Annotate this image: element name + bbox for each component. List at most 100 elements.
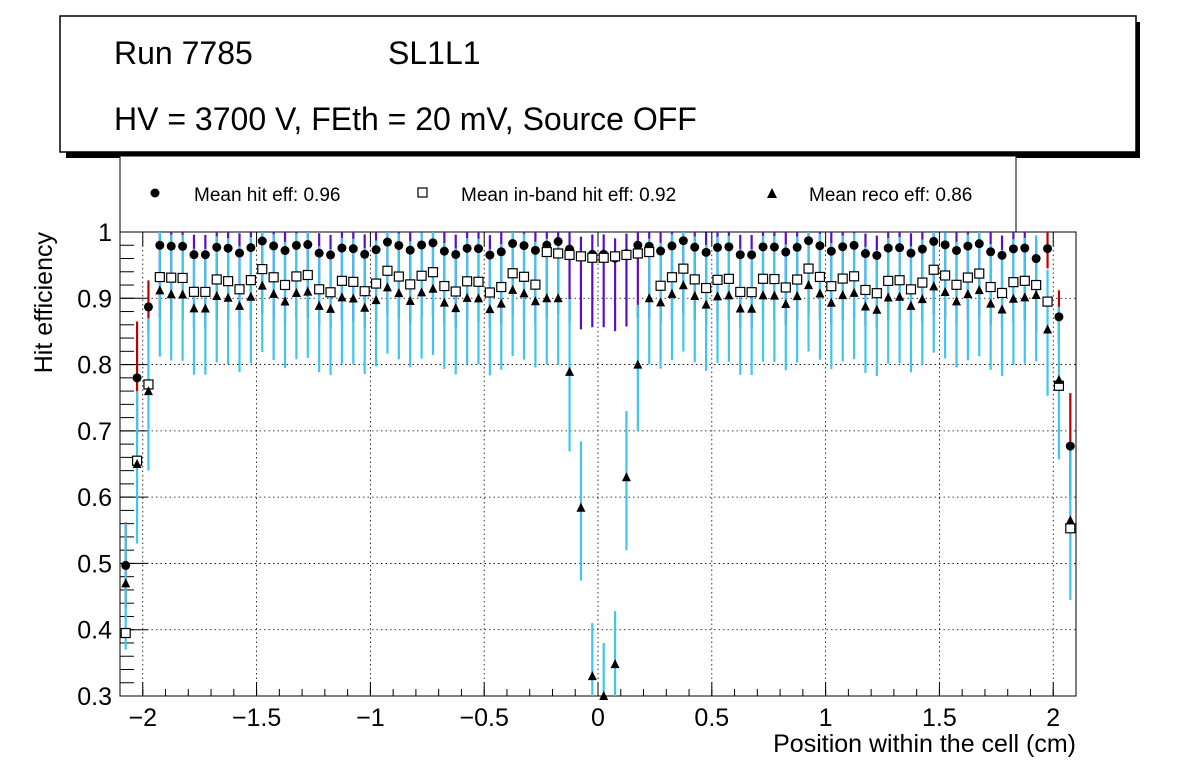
reco-eff-point xyxy=(530,296,540,306)
inband-eff-point xyxy=(336,275,348,286)
inband-eff-point xyxy=(291,271,302,282)
reco-eff-point xyxy=(610,659,620,669)
reco-eff-point xyxy=(781,299,791,309)
inband-eff-point xyxy=(325,287,336,298)
reco-eff-point xyxy=(519,288,529,298)
hit-eff-point xyxy=(1008,244,1018,254)
x-tick-label: −1.5 xyxy=(232,704,281,732)
reco-eff-point xyxy=(269,288,279,298)
inband-eff-point xyxy=(996,287,1008,299)
hit-eff-point xyxy=(690,242,700,252)
inband-eff-point xyxy=(393,271,404,282)
inband-eff-point xyxy=(814,271,826,283)
reco-eff-point xyxy=(417,287,427,297)
hit-eff-point xyxy=(747,250,757,260)
inband-eff-point xyxy=(883,275,894,287)
reco-eff-point xyxy=(1054,374,1064,384)
hit-eff-point xyxy=(826,246,836,256)
hit-eff-point xyxy=(291,240,301,250)
inband-eff-point xyxy=(962,272,973,283)
hit-eff-point xyxy=(997,250,1007,260)
x-tick-label: 0 xyxy=(591,704,605,732)
x-tick-label: −1 xyxy=(356,704,385,732)
inband-eff-point xyxy=(279,279,291,291)
inband-eff-point xyxy=(530,279,541,290)
inband-eff-point xyxy=(177,272,188,284)
hit-eff-point xyxy=(883,243,893,253)
reco-eff-point xyxy=(178,289,188,299)
title-box xyxy=(59,15,1137,153)
reco-eff-point xyxy=(883,292,893,302)
reco-eff-point xyxy=(257,280,267,290)
inband-eff-point xyxy=(200,286,211,298)
hit-eff-point xyxy=(952,245,961,255)
reco-eff-point xyxy=(326,303,336,313)
inband-eff-point xyxy=(359,286,370,297)
reco-eff-point xyxy=(815,288,825,298)
hit-eff-point xyxy=(769,242,779,252)
inband-eff-point xyxy=(723,273,734,284)
reco-eff-point xyxy=(952,296,961,306)
reco-eff-point xyxy=(667,288,677,298)
reco-eff-point xyxy=(565,366,575,376)
reco-eff-point xyxy=(337,292,347,302)
inband-eff-point xyxy=(462,276,473,287)
inband-eff-point xyxy=(746,287,757,298)
reco-eff-point xyxy=(838,290,848,300)
inband-eff-point xyxy=(735,286,746,298)
reco-eff-point xyxy=(371,295,381,305)
inband-eff-point xyxy=(553,248,564,259)
reco-eff-point xyxy=(439,297,449,307)
inband-eff-point xyxy=(621,249,632,261)
hit-eff-point xyxy=(155,240,165,250)
hit-eff-point xyxy=(189,250,199,260)
reco-eff-point xyxy=(428,283,438,293)
hit-eff-point xyxy=(815,241,825,251)
reco-eff-point xyxy=(633,359,643,369)
data-markers xyxy=(120,236,1076,700)
inband-eff-point xyxy=(951,279,962,290)
reco-eff-point xyxy=(553,293,563,303)
inband-eff-point xyxy=(689,274,700,285)
y-tick-label: 0.5 xyxy=(77,550,112,578)
reco-eff-point xyxy=(394,288,404,298)
hit-eff-point xyxy=(462,243,472,253)
hit-eff-point xyxy=(348,244,358,254)
hit-eff-point xyxy=(940,240,950,250)
run-label: Run 7785 xyxy=(114,35,253,71)
legend-reco-label: Mean reco eff: 0.86 xyxy=(809,185,972,206)
grid xyxy=(120,231,1076,697)
hit-eff-point xyxy=(132,373,142,383)
inband-eff-point xyxy=(769,273,780,285)
reco-eff-point xyxy=(724,290,734,300)
hit-eff-point xyxy=(929,236,939,246)
hit-eff-point xyxy=(895,243,905,253)
y-tick-label: 0.8 xyxy=(77,352,112,380)
inband-eff-point xyxy=(1065,523,1076,534)
hit-eff-point xyxy=(758,242,768,252)
reco-eff-point xyxy=(906,300,916,310)
legend-hit-label: Mean hit eff: 0.96 xyxy=(194,185,340,206)
inband-eff-point xyxy=(757,273,769,284)
hit-eff-point xyxy=(735,250,745,260)
reco-eff-point xyxy=(485,304,495,314)
inband-eff-point xyxy=(154,271,165,283)
inband-eff-point xyxy=(712,274,723,285)
reco-eff-point xyxy=(963,289,973,299)
reco-eff-point xyxy=(155,285,165,295)
inband-eff-point xyxy=(507,268,518,279)
inband-eff-point xyxy=(837,273,848,284)
reco-eff-point xyxy=(1020,292,1030,302)
inband-eff-point xyxy=(575,251,587,262)
reco-eff-point xyxy=(246,291,256,301)
reco-eff-point xyxy=(758,290,768,300)
reco-eff-point xyxy=(701,299,711,309)
hit-eff-point xyxy=(724,242,734,252)
hit-eff-point xyxy=(963,241,973,251)
inband-eff-point xyxy=(223,276,234,287)
inband-eff-point xyxy=(826,281,837,292)
reco-eff-point xyxy=(508,284,518,294)
x-tick-label: −2 xyxy=(129,704,158,732)
inband-eff-point xyxy=(348,276,359,287)
